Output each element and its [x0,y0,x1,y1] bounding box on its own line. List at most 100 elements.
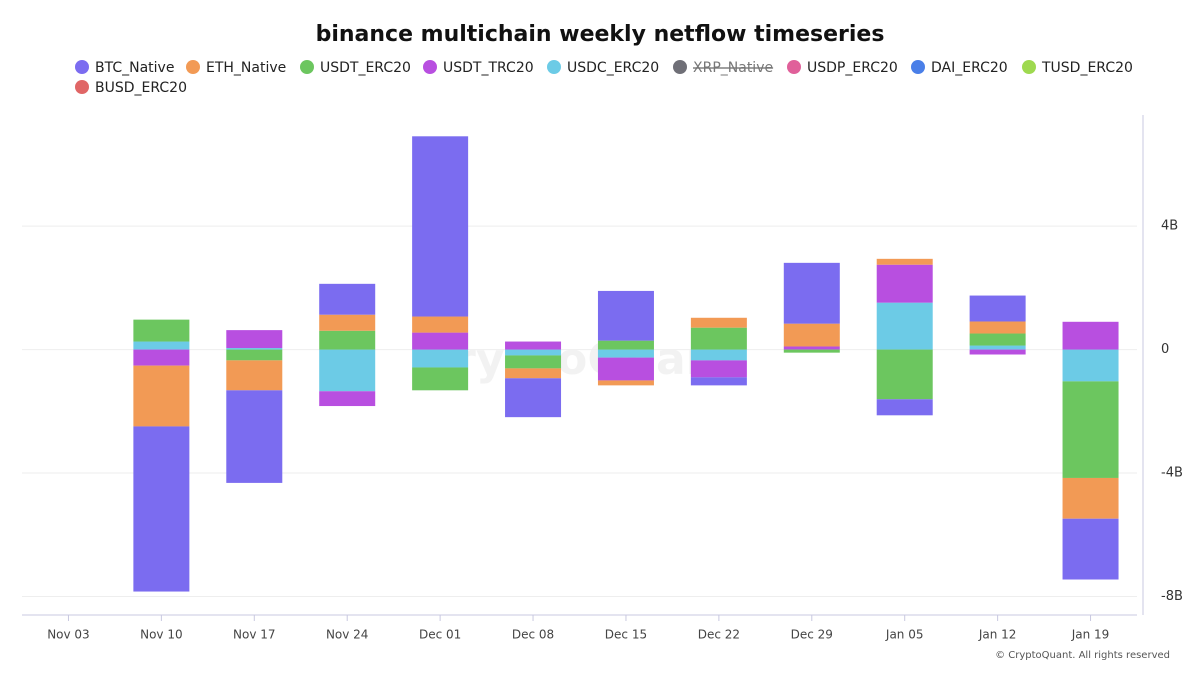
legend-item[interactable]: USDT_TRC20 [423,60,534,76]
legend-swatch [547,60,561,74]
bar-segment [876,302,933,350]
bar-segment [226,349,283,361]
bar-segment [969,333,1026,346]
bar-segment [133,349,190,366]
legend-label: TUSD_ERC20 [1041,60,1133,76]
bar-segment [319,330,376,350]
y-tick-label: 0 [1161,342,1169,357]
bar-segment [783,323,840,347]
bar-segment [133,319,190,342]
legend-label: DAI_ERC20 [931,60,1008,76]
bar-segment [226,360,283,391]
bar-segment [597,340,654,350]
bar-segment [412,367,469,391]
bar-segment [505,355,562,369]
legend-label: USDT_ERC20 [320,60,411,76]
bar-segment [412,136,469,317]
bar-segment [783,346,840,350]
legend-item[interactable]: BTC_Native [75,60,174,76]
bar-segment [969,345,1026,350]
bar-segment [505,341,562,350]
watermark: CryptoQuant [422,334,738,385]
bar-segment [319,391,376,407]
legend-swatch [75,80,89,94]
bar-segment [690,377,747,386]
bar-segment [1062,349,1119,382]
bar-segment [319,349,376,392]
x-tick-label: Dec 08 [512,628,554,642]
bar-segment [226,330,283,349]
bar-segment [133,341,190,350]
legend-label: XRP_Native [693,60,773,76]
x-tick-label: Dec 01 [419,628,461,642]
y-tick-label: 4B [1161,219,1178,234]
bar-segment [412,349,469,368]
bar-segment [690,327,747,350]
bar-segment [319,314,376,331]
bar-segment [505,368,562,379]
bar-segment [969,295,1026,322]
bar-segment [783,262,840,324]
legend-item[interactable]: DAI_ERC20 [911,60,1008,76]
bar-segment [876,258,933,265]
bar-segment [969,349,1026,355]
legend-swatch [300,60,314,74]
bar-segment [133,365,190,427]
bar-segment [597,290,654,341]
y-tick-label: -8B [1161,589,1183,604]
bar-segment [876,349,933,400]
bar-segment [690,349,747,361]
x-tick-label: Dec 29 [791,628,833,642]
legend-label: ETH_Native [206,60,286,76]
legend-label: BUSD_ERC20 [95,80,187,96]
legend-swatch [186,60,200,74]
chart-title: binance multichain weekly netflow timese… [316,22,885,47]
x-tick-label: Nov 10 [140,628,183,642]
bar-segment [412,316,469,333]
x-tick-label: Jan 05 [885,628,924,642]
legend-item[interactable]: USDC_ERC20 [547,60,659,76]
legend-swatch [911,60,925,74]
legend-item[interactable]: ETH_Native [186,60,286,76]
bar-segment [226,348,283,350]
x-tick-label: Nov 03 [47,628,90,642]
x-tick-label: Nov 17 [233,628,276,642]
legend-swatch [423,60,437,74]
legend-label: USDT_TRC20 [443,60,534,76]
bar-segment [1062,477,1119,519]
bar-segment [876,399,933,416]
legend-swatch [787,60,801,74]
legend-item[interactable]: USDP_ERC20 [787,60,898,76]
bar-segment [505,349,562,356]
bar-segment [1062,321,1119,350]
legend-label: BTC_Native [95,60,174,76]
x-tick-label: Dec 22 [698,628,740,642]
legend-item[interactable]: XRP_Native [673,60,773,76]
bar-segment [876,264,933,303]
bar-segment [1062,518,1119,580]
footer: © CryptoQuant. All rights reserved [995,650,1170,661]
legend-label: USDC_ERC20 [567,60,659,76]
bar-segment [505,378,562,418]
x-tick-label: Nov 24 [326,628,369,642]
y-tick-label: -4B [1161,466,1183,481]
bar-segment [597,349,654,358]
bar-segment [1062,381,1119,478]
bar-segment [783,349,840,353]
bar-segment [319,283,376,315]
legend-item[interactable]: USDT_ERC20 [300,60,411,76]
legend-label: USDP_ERC20 [807,60,898,76]
bar-segment [690,317,747,328]
legend-item[interactable]: TUSD_ERC20 [1022,60,1133,76]
legend-swatch [1022,60,1036,74]
legend-swatch [75,60,89,74]
x-tick-label: Jan 12 [978,628,1017,642]
bar-segment [969,321,1026,334]
legend-swatch [673,60,687,74]
bar-segment [133,426,190,592]
bar-segment [597,357,654,381]
x-tick-label: Dec 15 [605,628,647,642]
bar-segment [226,390,283,483]
legend-item[interactable]: BUSD_ERC20 [75,80,187,96]
